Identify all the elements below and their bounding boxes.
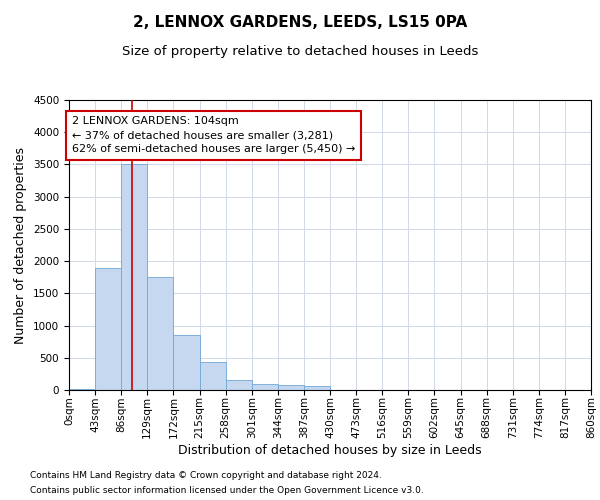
Bar bbox=[304, 386, 330, 390]
Bar bbox=[252, 384, 278, 390]
X-axis label: Distribution of detached houses by size in Leeds: Distribution of detached houses by size … bbox=[178, 444, 482, 457]
Text: Size of property relative to detached houses in Leeds: Size of property relative to detached ho… bbox=[122, 45, 478, 58]
Bar bbox=[173, 335, 199, 390]
Bar bbox=[148, 277, 173, 390]
Bar bbox=[95, 268, 121, 390]
Text: Contains public sector information licensed under the Open Government Licence v3: Contains public sector information licen… bbox=[30, 486, 424, 495]
Text: 2, LENNOX GARDENS, LEEDS, LS15 0PA: 2, LENNOX GARDENS, LEEDS, LS15 0PA bbox=[133, 15, 467, 30]
Text: 2 LENNOX GARDENS: 104sqm
← 37% of detached houses are smaller (3,281)
62% of sem: 2 LENNOX GARDENS: 104sqm ← 37% of detach… bbox=[72, 116, 355, 154]
Bar bbox=[226, 380, 252, 390]
Bar bbox=[121, 164, 148, 390]
Bar bbox=[199, 362, 226, 390]
Text: Contains HM Land Registry data © Crown copyright and database right 2024.: Contains HM Land Registry data © Crown c… bbox=[30, 471, 382, 480]
Bar bbox=[278, 385, 304, 390]
Y-axis label: Number of detached properties: Number of detached properties bbox=[14, 146, 28, 344]
